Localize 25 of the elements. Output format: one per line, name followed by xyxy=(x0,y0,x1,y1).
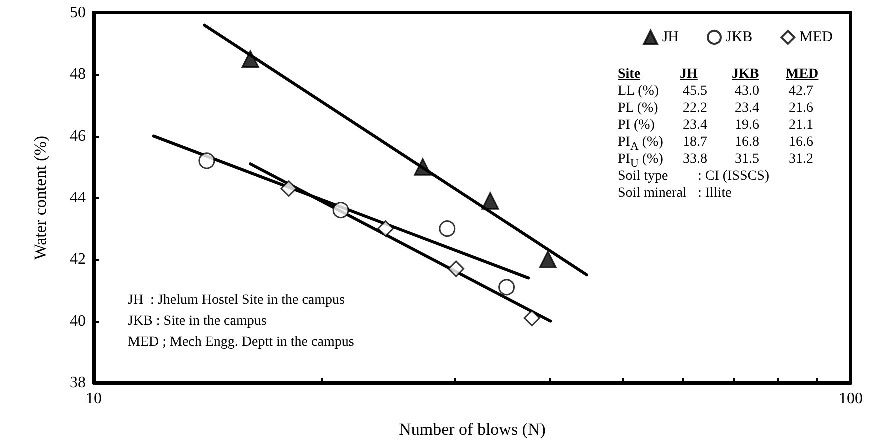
x-tick-label: 10 xyxy=(86,390,102,408)
y-tick-label: 42 xyxy=(70,251,86,268)
y-tick-label: 46 xyxy=(70,128,86,145)
y-tick-label: 38 xyxy=(70,374,86,392)
text: PL (%) 22.2 23.4 21.6 xyxy=(618,101,814,116)
text: LL (%) 45.5 43.0 42.7 xyxy=(618,84,814,99)
x-axis-title: Number of blows (N) xyxy=(399,420,546,439)
legend-label: MED xyxy=(800,30,834,46)
annotation: Soil mineral : Illite xyxy=(618,185,732,202)
annotation: JH : Jhelum Hostel Site in the campus xyxy=(128,292,346,310)
y-tick-label: 50 xyxy=(70,4,86,22)
text: Soil type : CI (ISSCS) xyxy=(618,169,770,184)
legend-label: JH xyxy=(662,30,680,46)
annotation: JKB : Site in the campus xyxy=(128,313,268,331)
y-tick-label: 48 xyxy=(70,66,86,84)
text: PI$_{U}$ (%) 33.8 31.5 31.2 xyxy=(618,152,814,170)
y-axis-title: Water content (%) xyxy=(31,136,50,260)
text: PI (%) 23.4 19.6 21.1 xyxy=(618,118,814,133)
text: PI$_{A}$ (%) 18.7 16.8 16.6 xyxy=(618,135,814,153)
annotation: MED ; Mech Engg. Deptt in the campus xyxy=(128,334,354,352)
legend-label: JKB xyxy=(726,30,753,46)
text: Site JH JKB MED xyxy=(618,67,819,82)
y-tick-label: 40 xyxy=(70,312,86,330)
x-tick-label: 100 xyxy=(839,390,863,408)
y-tick-label: 44 xyxy=(70,190,86,206)
